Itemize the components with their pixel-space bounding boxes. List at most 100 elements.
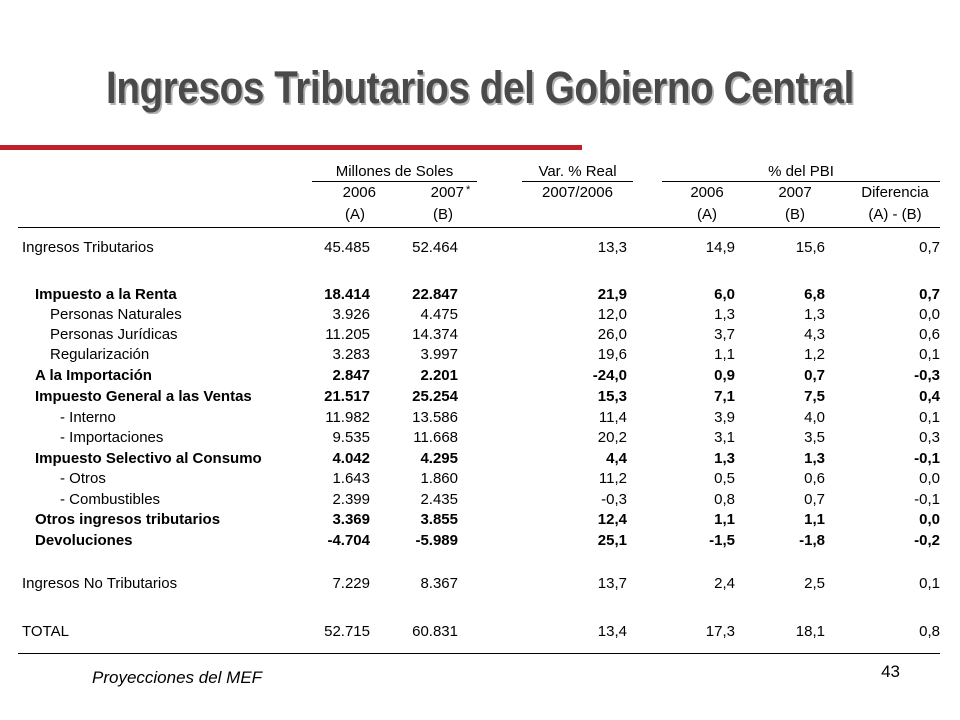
- header-b: (B): [433, 206, 453, 223]
- cell-dif: -0,2: [914, 532, 940, 549]
- page-number: 43: [881, 662, 900, 681]
- cell-p2007: 1,3: [804, 306, 825, 323]
- cell-p2006: -1,5: [709, 532, 735, 549]
- cell-p2007: 1,2: [804, 346, 825, 363]
- cell-dif: 0,1: [919, 575, 940, 592]
- cell-dif: 0,0: [919, 511, 940, 528]
- cell-v2007: 25.254: [412, 388, 458, 405]
- cell-p2007: 4,3: [804, 326, 825, 343]
- cell-p2006: 1,1: [714, 346, 735, 363]
- cell-v2007: 2.435: [420, 491, 458, 508]
- cell-p2007: 6,8: [804, 286, 825, 303]
- cell-v2007: 13.586: [412, 409, 458, 426]
- cell-p2007: 1,3: [804, 450, 825, 467]
- row-label: Regularización: [50, 346, 150, 363]
- cell-dif: 0,1: [919, 409, 940, 426]
- cell-v2006: 45.485: [324, 239, 370, 256]
- row-label: - Combustibles: [60, 491, 161, 508]
- row-label: Impuesto a la Renta: [35, 286, 177, 303]
- cell-var: 15,3: [597, 388, 627, 405]
- cell-p2006: 2,4: [714, 575, 735, 592]
- cell-var: 25,1: [597, 532, 627, 549]
- row-label: Personas Naturales: [50, 306, 182, 323]
- header-pbi: % del PBI: [768, 163, 834, 180]
- cell-v2006: 3.926: [332, 306, 370, 323]
- row-label: - Otros: [60, 470, 106, 487]
- cell-var: 11,4: [598, 409, 627, 426]
- cell-p2006: 1,3: [714, 306, 735, 323]
- header-a-minus-b: (A) - (B): [868, 206, 922, 223]
- cell-var: 26,0: [597, 326, 627, 343]
- cell-dif: -0,1: [914, 491, 940, 508]
- cell-v2006: 4.042: [332, 450, 370, 467]
- cell-v2006: 18.414: [324, 286, 370, 303]
- cell-dif: -0,1: [914, 450, 940, 467]
- cell-p2007: 18,1: [795, 623, 825, 640]
- cell-v2006: -4.704: [327, 532, 370, 549]
- header-pbi-2007: 2007: [778, 184, 812, 201]
- cell-var: 11,2: [598, 470, 627, 487]
- cell-var: -24,0: [592, 367, 627, 384]
- cell-v2006: 11.982: [325, 409, 370, 426]
- header-rule: [18, 227, 940, 228]
- cell-var: 19,6: [597, 346, 627, 363]
- row-label: Impuesto Selectivo al Consumo: [35, 450, 262, 467]
- cell-p2007: 15,6: [795, 239, 825, 256]
- cell-v2006: 2.847: [332, 367, 370, 384]
- cell-var: 4,4: [606, 450, 627, 467]
- row-label: Ingresos No Tributarios: [22, 575, 178, 592]
- cell-p2007: 2,5: [804, 575, 825, 592]
- cell-v2007: 14.374: [412, 326, 458, 343]
- cell-p2006: 14,9: [705, 239, 735, 256]
- cell-p2006: 6,0: [714, 286, 735, 303]
- cell-var: 20,2: [597, 429, 627, 446]
- cell-p2007: 0,7: [804, 491, 825, 508]
- cell-v2006: 52.715: [324, 623, 370, 640]
- row-label: Impuesto General a las Ventas: [35, 388, 252, 405]
- cell-dif: 0,0: [919, 306, 940, 323]
- slide-title: Ingresos Tributarios del Gobierno Centra…: [106, 62, 854, 113]
- cell-v2006: 2.399: [332, 491, 370, 508]
- cell-v2006: 1.643: [332, 470, 370, 487]
- title-underline: [0, 145, 582, 150]
- cell-v2007: 8.367: [420, 575, 458, 592]
- cell-dif: -0,3: [914, 367, 940, 384]
- cell-v2007: 3.855: [420, 511, 458, 528]
- cell-v2006: 9.535: [332, 429, 370, 446]
- cell-dif: 0,6: [919, 326, 940, 343]
- row-label: TOTAL: [22, 623, 69, 640]
- cell-v2007: 52.464: [412, 239, 458, 256]
- cell-dif: 0,0: [919, 470, 940, 487]
- cell-dif: 0,3: [919, 429, 940, 446]
- cell-var: 13,4: [597, 623, 627, 640]
- header-diferencia: Diferencia: [861, 184, 929, 201]
- row-label: Ingresos Tributarios: [22, 239, 154, 256]
- cell-p2006: 0,9: [714, 367, 735, 384]
- row-label: - Interno: [60, 409, 116, 426]
- cell-v2007: 1.860: [420, 470, 458, 487]
- header-pbi-b: (B): [785, 206, 805, 223]
- cell-dif: 0,7: [919, 286, 940, 303]
- cell-p2007: 0,7: [804, 367, 825, 384]
- cell-v2007: 11.668: [413, 429, 458, 446]
- cell-dif: 0,4: [919, 388, 940, 405]
- cell-v2007: 60.831: [412, 623, 458, 640]
- cell-dif: 0,8: [919, 623, 940, 640]
- cell-v2007: 3.997: [420, 346, 458, 363]
- row-label: - Importaciones: [60, 429, 164, 446]
- header-2007-star: *: [466, 184, 471, 196]
- cell-p2006: 1,1: [714, 511, 735, 528]
- header-var-real: Var. % Real: [538, 163, 617, 180]
- cell-p2006: 7,1: [714, 388, 735, 405]
- cell-v2006: 21.517: [324, 388, 370, 405]
- cell-p2006: 17,3: [705, 623, 735, 640]
- cell-dif: 0,1: [919, 346, 940, 363]
- cell-p2006: 1,3: [714, 450, 735, 467]
- bottom-rule: [18, 653, 940, 654]
- header-line-pbi: [662, 181, 940, 182]
- cell-var: 13,7: [597, 575, 627, 592]
- header-pbi-a: (A): [697, 206, 717, 223]
- header-millones: Millones de Soles: [335, 163, 454, 180]
- source-note: Proyecciones del MEF: [92, 668, 263, 687]
- cell-v2007: 2.201: [420, 367, 458, 384]
